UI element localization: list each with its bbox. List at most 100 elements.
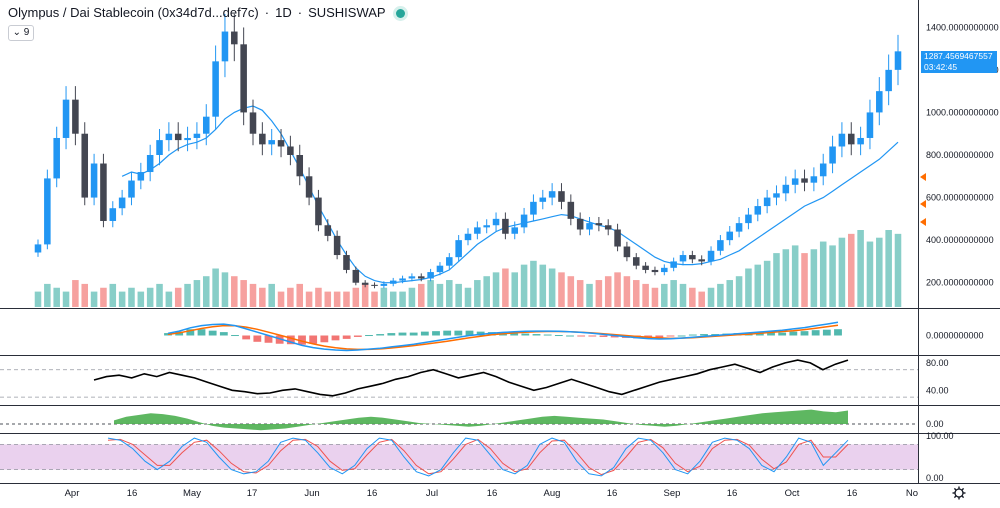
candle-body: [782, 184, 790, 194]
macd-histogram-bar: [465, 330, 474, 336]
volume-bar: [333, 291, 341, 307]
price-tick-label: 1400.0000000000: [926, 22, 999, 32]
macd-histogram-bar: [789, 331, 798, 336]
candle-body: [100, 163, 107, 221]
macd-histogram-bar: [331, 335, 340, 341]
candle-body: [530, 201, 537, 215]
macd-histogram-bar: [197, 329, 206, 336]
candle-body: [623, 246, 631, 258]
candle-body: [324, 225, 332, 236]
macd-histogram-bar: [800, 331, 809, 336]
candle-body: [838, 133, 846, 147]
volume-bar: [782, 249, 790, 307]
indicators-toggle-button[interactable]: ⌄ 9: [8, 25, 34, 41]
volume-bar: [324, 291, 332, 307]
candle-body: [735, 223, 743, 232]
candle-body: [455, 240, 462, 258]
volume-bar: [483, 276, 490, 307]
volume-bar: [502, 268, 509, 307]
candle-body: [474, 227, 481, 234]
candle-body: [343, 255, 350, 270]
volume-bar: [100, 287, 107, 307]
time-tick-label: Oct: [785, 488, 800, 499]
macd-histogram-bar: [566, 335, 574, 337]
volume-bar: [156, 283, 163, 307]
candle-body: [754, 206, 762, 215]
macd-histogram-bar: [521, 333, 530, 336]
macd-histogram-bar: [387, 333, 396, 336]
volume-bar: [240, 280, 247, 307]
macd-histogram-bar: [398, 332, 407, 336]
macd-histogram-bar: [610, 335, 619, 338]
stochastic-tick-label: 100.00: [926, 431, 954, 441]
time-tick-label: 16: [127, 488, 138, 499]
candle-body: [819, 163, 827, 177]
interval-label[interactable]: 1D: [275, 5, 292, 20]
candle-body: [726, 231, 734, 241]
gear-icon[interactable]: [952, 486, 966, 500]
macd-histogram-bar: [577, 335, 586, 337]
candle-body: [165, 133, 173, 141]
volume-bar: [352, 287, 360, 307]
candle-body: [137, 172, 145, 181]
macd-histogram-bar: [834, 329, 842, 336]
macd-histogram-bar: [264, 335, 273, 343]
macd-histogram-bar: [432, 331, 440, 336]
volume-bar: [427, 280, 434, 307]
volume-bar: [801, 253, 808, 307]
volume-bar: [389, 291, 397, 307]
candle-body: [689, 255, 696, 260]
macd-histogram-bar: [353, 335, 362, 337]
volume-bar: [259, 287, 266, 307]
volume-bar: [315, 287, 322, 307]
volume-bar: [34, 291, 42, 307]
macd-histogram-bar: [767, 332, 775, 336]
candle-body: [810, 176, 818, 183]
volume-bar: [661, 283, 668, 307]
candle-body: [193, 133, 201, 138]
macd-histogram-bar: [420, 331, 429, 336]
macd-histogram-bar: [253, 335, 262, 342]
macd-histogram-bar: [822, 329, 831, 336]
volume-bar: [109, 283, 117, 307]
candle-body: [81, 133, 89, 198]
volume-bar: [651, 287, 659, 307]
volume-bar: [689, 287, 696, 307]
volume-bar: [763, 260, 771, 307]
volume-bar: [595, 280, 603, 307]
macd-histogram-bar: [409, 332, 418, 336]
symbol-title[interactable]: Olympus / Dai Stablecoin (0x34d7d...def7…: [8, 5, 259, 20]
candle-body: [380, 283, 388, 286]
last-price-value: 1287.4569467557: [924, 51, 993, 61]
volume-bar: [717, 283, 724, 307]
candle-body: [408, 276, 416, 279]
candle-body: [586, 223, 593, 230]
candle-body: [604, 225, 612, 230]
volume-bar: [604, 276, 612, 307]
macd-histogram-bar: [666, 335, 675, 337]
candle-body: [632, 257, 640, 266]
time-tick-label: May: [183, 488, 201, 499]
price-tick-label: 1000.0000000000: [926, 107, 999, 117]
candle-body: [698, 259, 705, 262]
volume-bar: [137, 291, 145, 307]
macd-histogram-bar: [298, 335, 306, 345]
candle-body: [651, 269, 659, 273]
volume-bar: [810, 249, 818, 307]
macd-histogram-bar: [219, 332, 228, 336]
bar-countdown: 03:42:45: [924, 62, 958, 72]
volume-bar: [174, 287, 182, 307]
macd-histogram-bar: [342, 335, 351, 339]
stochastic-k-line: [107, 437, 849, 477]
volume-bar: [511, 272, 519, 307]
moving-average-line: [121, 105, 899, 284]
macd-histogram-bar: [376, 334, 385, 336]
volume-bar: [586, 283, 593, 307]
candle-body: [202, 116, 210, 134]
macd-histogram-bar: [510, 333, 519, 336]
volume-bar: [876, 237, 883, 307]
volume-bar: [221, 272, 229, 307]
macd-histogram-bar: [688, 334, 697, 336]
